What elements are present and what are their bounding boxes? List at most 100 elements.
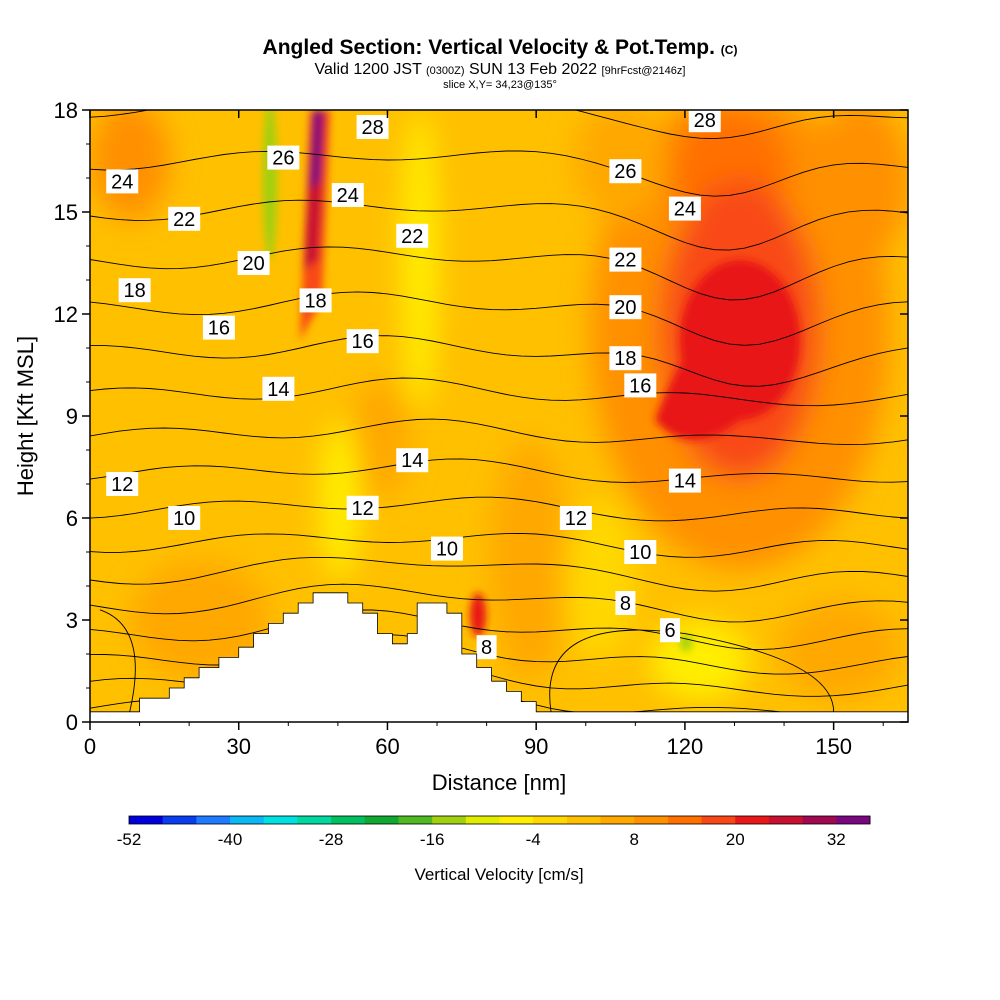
colorbar-tick-label: -40 xyxy=(218,830,243,849)
contour-label-bg xyxy=(624,540,657,564)
contour-label-text: 12 xyxy=(565,508,587,530)
contour-label-text: 20 xyxy=(242,253,264,275)
contour-line xyxy=(99,609,136,712)
contour-label-bg xyxy=(267,145,300,170)
title-unit: (C) xyxy=(720,43,738,57)
contour-label: 24 xyxy=(106,169,139,194)
contour-label: 18 xyxy=(299,288,332,313)
colorbar-frame xyxy=(128,815,871,825)
colorbar-swatch xyxy=(566,816,602,824)
subtitle-utc: (0300Z) xyxy=(426,65,465,77)
contour-line xyxy=(90,335,908,387)
contour-label-text: 10 xyxy=(436,539,458,561)
contour-label-bg xyxy=(609,346,642,371)
contour-line xyxy=(90,246,908,301)
contour-label-bg xyxy=(346,329,379,354)
colorbar-tick-label: 32 xyxy=(827,830,846,849)
contour-label: 16 xyxy=(202,315,235,340)
contour-label-text: 8 xyxy=(481,637,492,659)
contour-label-bg xyxy=(106,169,139,194)
contour-label: 12 xyxy=(106,472,139,496)
contour-label-bg xyxy=(237,251,270,275)
colorbar-swatch xyxy=(196,816,231,824)
contour-line xyxy=(90,40,908,79)
contour-label-text: 20 xyxy=(614,297,636,319)
y-tick-label: 0 xyxy=(66,710,78,735)
y-tick-label: 3 xyxy=(66,608,78,633)
colorbar-swatch xyxy=(331,816,366,824)
colorbar-swatch xyxy=(364,816,399,824)
contour-label: 10 xyxy=(624,540,657,564)
colorbar-swatch xyxy=(297,816,332,824)
contour-label: 22 xyxy=(609,247,642,272)
contour-label-bg xyxy=(396,223,429,248)
colorbar-swatch xyxy=(263,816,298,824)
contour-label: 20 xyxy=(237,251,270,275)
colorbar-swatch xyxy=(600,816,635,824)
y-axis-label: Height [Kft MSL] xyxy=(13,336,38,496)
contour-line xyxy=(549,629,835,712)
contour-label-bg xyxy=(430,536,463,561)
contour-label: 28 xyxy=(356,115,389,139)
chart-title: Angled Section: Vertical Velocity & Pot.… xyxy=(262,36,738,59)
contour-label: 18 xyxy=(609,346,642,371)
contour-labels: 28 28 26 26 24 24 24 22 22 22 20 20 18 18 18 16 16 16 14 14… xyxy=(106,110,721,660)
contour-label-text: 16 xyxy=(208,318,230,340)
colorbar-swatch xyxy=(230,816,265,824)
contour-label-text: 26 xyxy=(614,161,636,183)
slice-label: slice X,Y= 34,23@135° xyxy=(443,79,557,91)
y-tick-label: 15 xyxy=(54,200,78,225)
terrain-outline xyxy=(90,592,908,722)
colorbar-tick-label: -28 xyxy=(319,830,344,849)
colorbar-swatch xyxy=(836,816,871,824)
colorbar-tick-label: -16 xyxy=(420,830,445,849)
contour-label-text: 18 xyxy=(304,290,326,312)
colorbar-label: Vertical Velocity [cm/s] xyxy=(414,865,583,884)
contour-label-text: 22 xyxy=(614,250,636,272)
colorbar-swatch xyxy=(735,816,770,824)
y-tick-label: 9 xyxy=(66,404,78,429)
contour-label-bg xyxy=(118,278,151,303)
contour-label: 10 xyxy=(430,536,463,561)
x-tick-label: 0 xyxy=(84,734,96,759)
contour-label-text: 16 xyxy=(629,375,651,397)
contour-label: 14 xyxy=(262,376,295,401)
contour-label: 12 xyxy=(559,506,592,530)
contour-label: 10 xyxy=(168,506,201,530)
contour-label: 6 xyxy=(660,618,681,643)
colorbar-tick-label: -4 xyxy=(526,830,541,849)
contour-label-text: 16 xyxy=(352,331,374,353)
contour-label-text: 22 xyxy=(173,209,195,231)
contour-label-bg xyxy=(346,495,379,520)
y-tick-label: 12 xyxy=(54,302,78,327)
contour-line xyxy=(90,609,908,651)
colorbar-swatch xyxy=(432,816,467,824)
contour-label: 22 xyxy=(168,206,201,231)
x-tick-label: 30 xyxy=(226,734,250,759)
colorbar-swatch xyxy=(667,816,703,824)
contour-label-bg xyxy=(202,315,235,340)
contour-label: 14 xyxy=(396,448,429,473)
contour-label-bg xyxy=(660,618,681,643)
contour-label-bg xyxy=(609,159,642,184)
contour-line xyxy=(90,418,908,446)
contour-line xyxy=(90,110,908,140)
contour-label: 24 xyxy=(668,196,701,221)
contour-label-bg xyxy=(688,110,721,133)
axes: 0 30 60 90 120 150 0 3 6 9 12 15 18 xyxy=(54,98,908,759)
contour-label-bg xyxy=(299,288,332,313)
contour-label-text: 22 xyxy=(401,226,423,248)
x-tick-label: 60 xyxy=(375,734,399,759)
terrain-mask xyxy=(90,592,908,722)
contour-label-bg xyxy=(624,373,657,398)
contour-line xyxy=(90,556,908,592)
colorbar-swatch xyxy=(533,816,568,824)
contour-line xyxy=(90,496,908,522)
contour-line xyxy=(90,0,908,22)
contour-label-text: 8 xyxy=(620,593,631,615)
colorbar-swatch xyxy=(499,816,534,824)
contour-label: 16 xyxy=(624,373,657,398)
contour-label-bg xyxy=(609,247,642,272)
contour-label: 24 xyxy=(331,183,364,207)
